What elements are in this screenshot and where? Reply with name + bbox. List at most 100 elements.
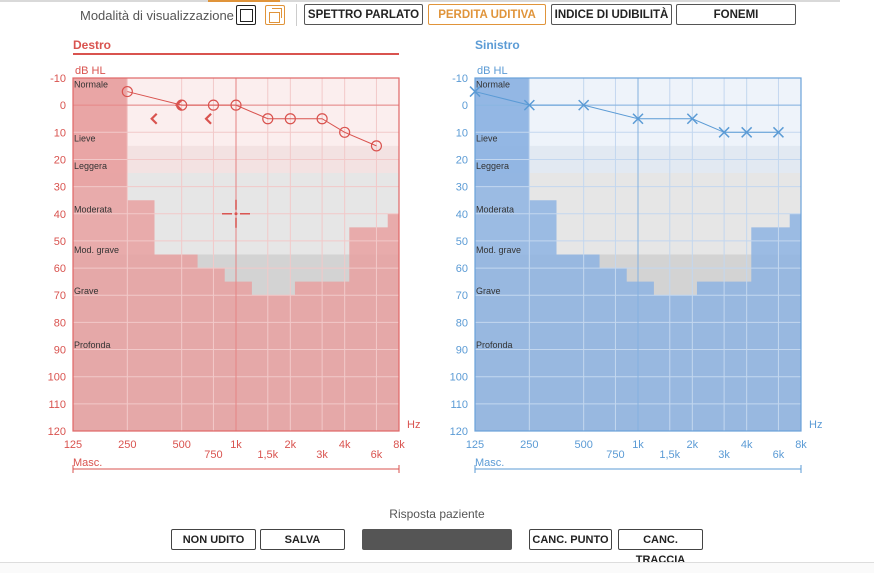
top-divider: [280, 0, 840, 2]
y-tick-label: 120: [450, 426, 468, 438]
x-tick-label: 500: [172, 439, 190, 451]
top-divider: [0, 0, 208, 2]
y-tick-label: 30: [54, 182, 66, 194]
left-ear-title: Sinistro: [475, 38, 520, 52]
tab-perdita-uditiva[interactable]: PERDITA UDITIVA: [428, 4, 546, 25]
threshold-point: [230, 99, 242, 111]
threshold-point-stroke: [523, 99, 535, 111]
threshold-point: [718, 126, 730, 138]
hearing-loss-area: [475, 78, 801, 431]
y-tick-label: 80: [456, 317, 468, 329]
threshold-point: [370, 140, 383, 152]
x-tick-label: 2k: [285, 439, 297, 451]
threshold-point-stroke: [578, 99, 590, 111]
y-tick-label: 20: [456, 154, 468, 166]
y-tick-label: 40: [54, 209, 66, 221]
threshold-point: [578, 99, 590, 111]
masked-bone-marker: [204, 112, 212, 125]
y-tick-label: 50: [456, 236, 468, 248]
plot-frame: [474, 77, 802, 432]
threshold-point: [207, 99, 220, 111]
x-unit-label: Hz: [407, 419, 420, 431]
y-tick-label: -10: [452, 73, 468, 85]
x-tick-label: 1,5k: [659, 449, 680, 461]
delete-trace-button[interactable]: CANC. TRACCIA: [618, 529, 703, 566]
threshold-point: [339, 126, 351, 138]
x-tick-label: 125: [466, 439, 484, 451]
x-tick-label: 1k: [632, 439, 644, 451]
y-tick-label: 50: [54, 236, 66, 248]
y-tick-label: 0: [462, 100, 468, 112]
severity-label: Leggera: [74, 161, 107, 171]
x-tick-label: 6k: [773, 449, 785, 461]
y-tick-label: 10: [456, 127, 468, 139]
threshold-line: [127, 91, 377, 147]
y-tick-label: 40: [456, 209, 468, 221]
x-tick-label: 250: [118, 439, 136, 451]
threshold-point-stroke: [741, 126, 753, 138]
x-tick-label: 250: [520, 439, 538, 451]
tab-fonemi[interactable]: FONEMI: [676, 4, 796, 25]
threshold-point: [523, 99, 535, 111]
severity-label: Moderata: [476, 204, 514, 214]
severity-label: Lieve: [476, 134, 498, 144]
severity-label: Moderata: [74, 204, 112, 214]
y-unit-label: dB HL: [75, 65, 106, 77]
severity-label: Profonda: [476, 340, 513, 350]
x-tick-label: 2k: [687, 439, 699, 451]
y-tick-label: 70: [456, 290, 468, 302]
right-title-underline: [73, 53, 399, 55]
x-tick-label: 4k: [741, 439, 753, 451]
x-tick-label: 1k: [230, 439, 242, 451]
severity-label: Lieve: [74, 134, 96, 144]
crosshair-cursor-icon: [222, 199, 250, 228]
threshold-point: [316, 113, 328, 125]
y-tick-label: 110: [450, 399, 468, 411]
save-button[interactable]: SALVA: [260, 529, 345, 550]
right-ear-title: Destro: [73, 38, 112, 52]
tab-indice-udibilita[interactable]: INDICE DI UDIBILITÀ: [551, 4, 672, 25]
threshold-point-stroke: [469, 86, 481, 98]
y-tick-label: 60: [456, 263, 468, 275]
severity-label: Normale: [74, 79, 108, 89]
x-tick-label: 750: [606, 449, 624, 461]
delete-point-button[interactable]: CANC. PUNTO: [529, 529, 612, 550]
threshold-point-stroke: [632, 113, 644, 125]
severity-label: Leggera: [476, 161, 509, 171]
toolbar-separator: [296, 4, 297, 26]
x-tick-label: 6k: [371, 449, 383, 461]
y-tick-label: 60: [54, 263, 66, 275]
x-tick-label: 500: [574, 439, 592, 451]
x-tick-label: 125: [64, 439, 82, 451]
threshold-point: [741, 126, 753, 138]
masked-bone-marker: [150, 112, 158, 125]
severity-label: Normale: [476, 79, 510, 89]
tab-spettro-parlato[interactable]: SPETTRO PARLATO: [304, 4, 423, 25]
single-view-button[interactable]: [236, 5, 256, 25]
not-heard-button[interactable]: NON UDITO: [171, 529, 256, 550]
response-indicator-button[interactable]: [362, 529, 512, 550]
y-tick-label: 100: [450, 372, 468, 384]
x-tick-label: 8k: [795, 439, 807, 451]
y-tick-label: 110: [48, 399, 66, 411]
y-tick-label: 20: [54, 154, 66, 166]
threshold-line: [474, 91, 779, 133]
x-tick-label: 1,5k: [257, 449, 278, 461]
hearing-loss-area: [73, 78, 399, 431]
x-tick-label: 4k: [339, 439, 351, 451]
y-tick-label: 80: [54, 317, 66, 329]
threshold-point-stroke: [718, 126, 730, 138]
threshold-point-stroke: [772, 126, 784, 138]
y-tick-label: -10: [50, 73, 66, 85]
y-unit-label: dB HL: [477, 65, 508, 77]
crosshair-center: [234, 212, 238, 216]
severity-label: Mod. grave: [74, 245, 119, 255]
y-tick-label: 70: [54, 290, 66, 302]
severity-label: Mod. grave: [476, 245, 521, 255]
y-tick-label: 100: [48, 372, 66, 384]
dual-view-button[interactable]: [265, 5, 285, 25]
y-tick-label: 30: [456, 182, 468, 194]
y-tick-label: 0: [60, 100, 66, 112]
y-tick-label: 90: [54, 345, 66, 357]
